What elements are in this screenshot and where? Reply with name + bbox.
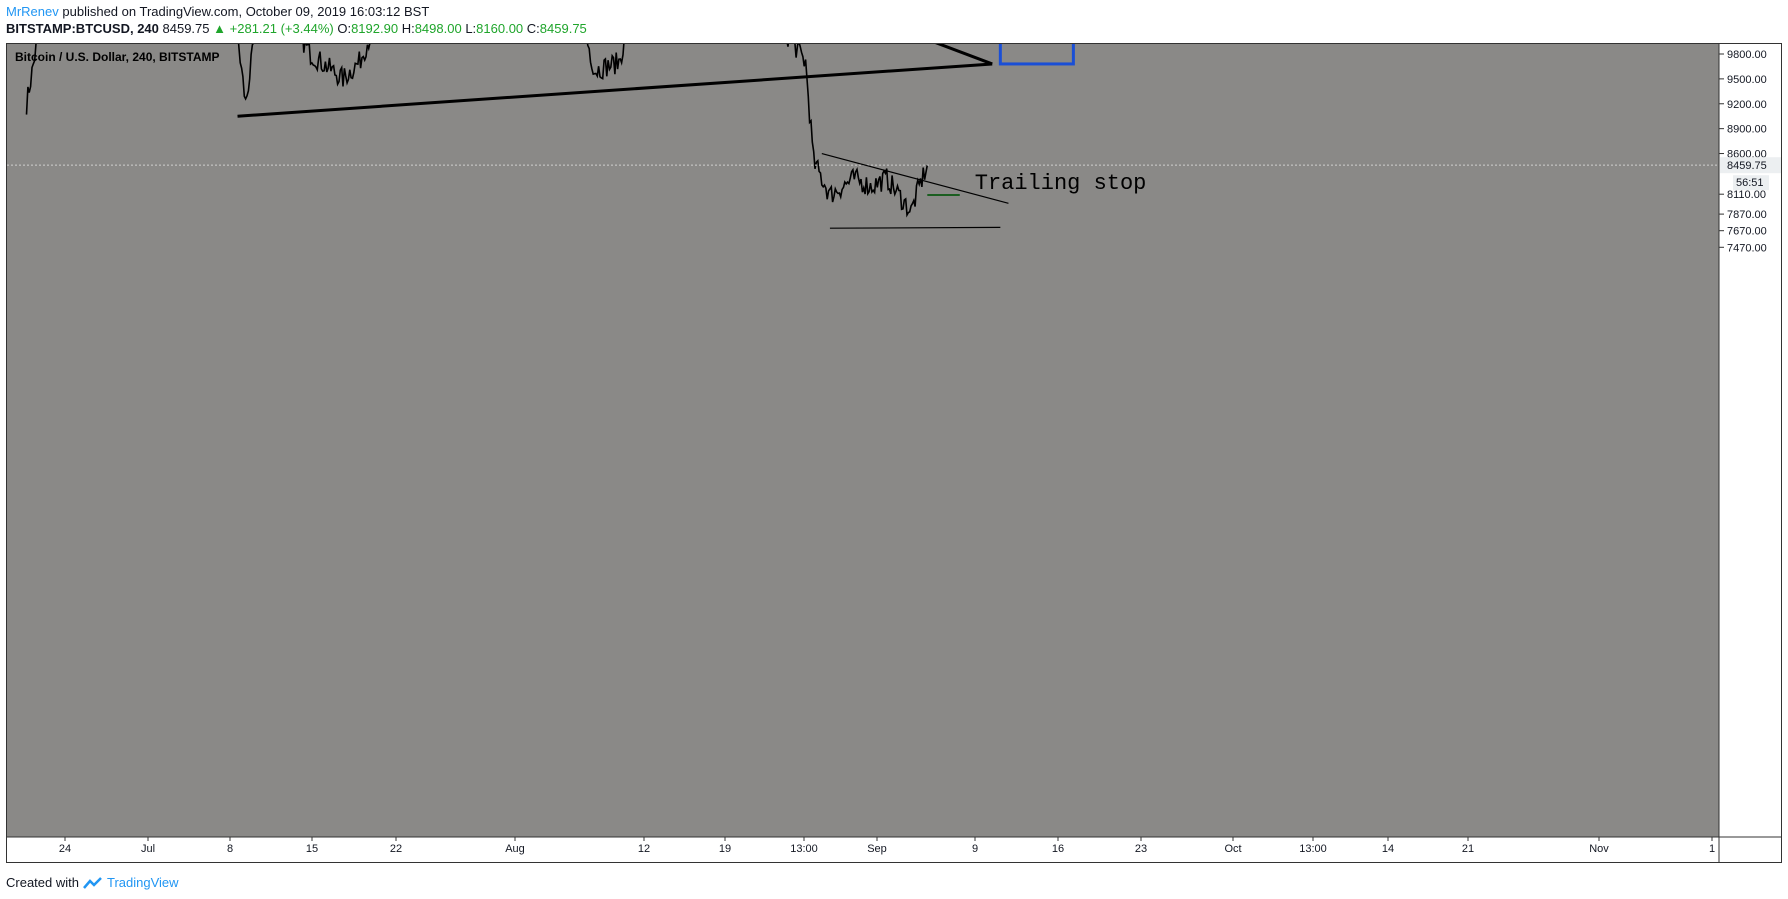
price-tick-label: 9200.00: [1727, 99, 1767, 111]
low-value: 8160.00: [476, 21, 524, 36]
target-box[interactable]: [998, 43, 1075, 66]
last-price: 8459.75: [162, 21, 210, 36]
time-tick-label: 14: [1382, 843, 1394, 855]
time-tick-label: 13:00: [1299, 843, 1327, 855]
price-tick-label: 7670.00: [1727, 226, 1767, 238]
time-tick-label: 1: [1709, 843, 1715, 855]
trailing-stop-label[interactable]: Trailing stop: [975, 171, 1147, 196]
time-tick-label: Jul: [141, 843, 155, 855]
time-axis-panel[interactable]: [7, 837, 1782, 863]
high-value: 8498.00: [414, 21, 462, 36]
symbol-label: BITSTAMP:BTCUSD, 240: [6, 21, 159, 36]
trendline-channel-bottom[interactable]: [829, 226, 1001, 229]
time-tick-label: Sep: [867, 843, 887, 855]
chart-title: Bitcoin / U.S. Dollar, 240, BITSTAMP: [15, 50, 219, 64]
time-tick-label: 12: [638, 843, 650, 855]
countdown-tag: [1733, 175, 1769, 191]
publish-header: MrRenev published on TradingView.com, Oc…: [6, 4, 429, 19]
time-tick-label: Nov: [1589, 843, 1609, 855]
up-arrow-icon: ▲: [213, 21, 227, 36]
time-tick-label: Oct: [1224, 843, 1241, 855]
publish-info: published on TradingView.com, October 09…: [62, 4, 430, 19]
open-value: 8192.90: [351, 21, 399, 36]
created-with-label: Created with: [6, 875, 79, 890]
time-tick-label: 19: [719, 843, 731, 855]
countdown-label: 56:51: [1736, 177, 1764, 189]
price-tick-label: 8900.00: [1727, 124, 1767, 136]
high-label: H:: [401, 21, 415, 36]
trendline-ascending-support[interactable]: [237, 62, 993, 118]
footer: Created with TradingView: [6, 875, 179, 890]
tradingview-logo-icon: [83, 876, 102, 889]
author-link[interactable]: MrRenev: [6, 4, 59, 19]
time-tick-label: 22: [390, 843, 402, 855]
time-tick-label: 23: [1135, 843, 1147, 855]
current-price-tag: [1720, 157, 1781, 174]
time-tick-label: 8: [227, 843, 233, 855]
time-tick-label: 24: [59, 843, 71, 855]
tradingview-link[interactable]: TradingView: [106, 875, 179, 890]
price-tick-label: 9500.00: [1727, 74, 1767, 86]
time-tick-label: Aug: [505, 843, 525, 855]
close-value: 8459.75: [539, 21, 587, 36]
time-tick-label: 16: [1052, 843, 1064, 855]
plot-area[interactable]: [7, 44, 1719, 837]
close-label: C:: [526, 21, 540, 36]
price-tick-label: 7870.00: [1727, 209, 1767, 221]
price-tick-label: 9800.00: [1727, 49, 1767, 61]
low-label: L:: [465, 21, 477, 36]
price-tick-label: 7470.00: [1727, 242, 1767, 254]
ohlc-header: BITSTAMP:BTCUSD, 240 8459.75 ▲ +281.21 (…: [6, 21, 587, 36]
open-label: O:: [337, 21, 352, 36]
time-tick-label: 13:00: [790, 843, 818, 855]
price-tick-label: 8110.00: [1727, 189, 1766, 201]
time-tick-label: 21: [1462, 843, 1474, 855]
price-change: +281.21 (+3.44%): [229, 21, 334, 36]
time-tick-label: 9: [972, 843, 978, 855]
time-tick-label: 15: [306, 843, 318, 855]
trendline-channel-top[interactable]: [821, 152, 1009, 204]
current-price-label: 8459.75: [1727, 160, 1767, 172]
